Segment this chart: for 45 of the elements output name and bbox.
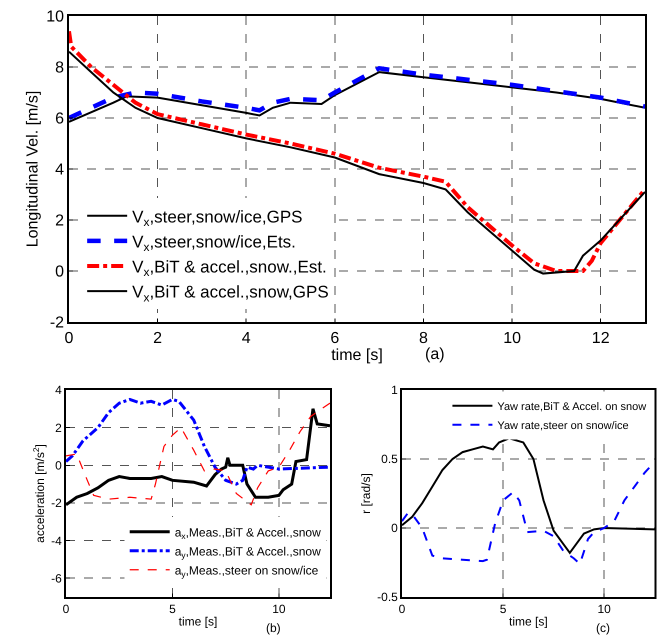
x-tick-label: 10	[503, 330, 522, 347]
y-tick-label: -6	[51, 571, 62, 586]
y-tick-label: 8	[55, 60, 64, 77]
y-tick-label: 4	[55, 383, 62, 398]
y-tick-label: 10	[46, 8, 64, 26]
x-tick-label: 8	[419, 330, 428, 347]
text: (c)	[596, 621, 610, 635]
x-tick-label: 5	[169, 602, 176, 616]
legend-label: a$_{y}$,Meas.,steer on snow/ice	[174, 563, 319, 579]
y-tick-label: 4	[55, 162, 64, 179]
y-tick-label: -0.5	[377, 590, 398, 604]
x-tick-label: 4	[242, 330, 251, 347]
y-tick-label: -4	[51, 534, 62, 548]
x-tick-label: 6	[330, 330, 340, 347]
x-tick-label: 5	[500, 602, 507, 616]
y-tick-label: -2	[50, 314, 64, 332]
y-axis-title: r [rad/s]	[358, 473, 373, 514]
legend-label: V$_{x}$,BiT & accel.,snow,GPS	[132, 282, 329, 304]
x-tick-label: 12	[592, 330, 610, 347]
text: (b)	[266, 621, 281, 635]
legend-label: a$_{x}$,Meas.,BiT & Accel.,snow	[174, 525, 322, 541]
y-axis-title: Longitudinal Vel. [m/s]	[24, 90, 42, 248]
y-tick-label: 0	[391, 521, 398, 536]
y-tick-label: -2	[51, 496, 62, 510]
legend-label: V$_{x}$,BiT & accel.,snow.,Est.	[132, 258, 327, 280]
x-axis-title: time [s]	[509, 614, 548, 629]
x-axis-title: time [s]	[178, 614, 218, 629]
y-tick-label: 2	[55, 420, 62, 435]
y-tick-label: 2	[55, 212, 64, 230]
text: (a)	[425, 346, 445, 363]
x-tick-label: 10	[597, 602, 612, 616]
legend-label: Yaw rate,steer on snow/ice	[497, 420, 629, 432]
y-tick-label: 6	[55, 110, 64, 128]
y-tick-label: 0.5	[381, 452, 398, 466]
y-tick-label: 0	[55, 264, 64, 281]
line-series	[66, 398, 330, 486]
x-tick-label: 2	[153, 330, 162, 347]
x-axis-title: time [s]	[331, 346, 383, 364]
x-tick-label: 10	[272, 602, 286, 616]
legend-label: V$_{x}$,steer,snow/ice,Ets.	[132, 232, 296, 254]
y-tick-label: 1	[391, 383, 398, 398]
legend-label: Yaw rate,BiT & Accel. on snow	[497, 401, 646, 414]
legend-label: a$_{y}$,Meas.,BiT & Accel.,snow	[174, 544, 322, 560]
y-tick-label: 0	[55, 458, 62, 472]
legend-label: V$_{x}$,steer,snow/ice,GPS	[132, 207, 303, 229]
